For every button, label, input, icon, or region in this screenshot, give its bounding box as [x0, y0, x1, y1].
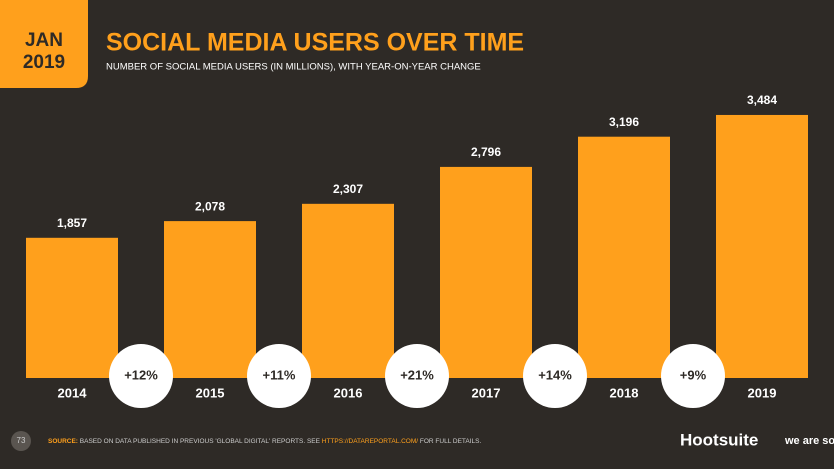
x-tick-label: 2017	[472, 385, 501, 400]
badge-month: JAN	[25, 30, 63, 51]
x-tick-label: 2016	[334, 385, 363, 400]
change-label: +14%	[538, 367, 572, 382]
change-label: +11%	[263, 367, 296, 382]
bar	[716, 114, 808, 378]
change-badge	[109, 344, 173, 408]
source-end: FOR FULL DETAILS.	[420, 438, 482, 445]
brand-was: we are social	[784, 435, 834, 447]
chart-subtitle: NUMBER OF SOCIAL MEDIA USERS (IN MILLION…	[106, 62, 481, 73]
date-badge	[0, 0, 88, 88]
bar	[302, 203, 394, 378]
x-tick-label: 2018	[610, 385, 639, 400]
value-label: 3,196	[609, 115, 639, 129]
change-label: +9%	[680, 367, 707, 382]
change-badge	[661, 344, 725, 408]
source-link: HTTPS://DATAREPORTAL.COM/	[322, 438, 419, 445]
change-label: +21%	[400, 367, 434, 382]
bar	[164, 221, 256, 378]
bar	[440, 166, 532, 378]
source-line: SOURCE: BASED ON DATA PUBLISHED IN PREVI…	[48, 438, 482, 445]
x-tick-label: 2019	[748, 385, 777, 400]
value-label: 3,484	[747, 93, 777, 107]
brand-hootsuite: Hootsuite	[680, 430, 758, 449]
chart-title: SOCIAL MEDIA USERS OVER TIME	[106, 29, 524, 57]
value-label: 2,078	[195, 199, 225, 213]
value-label: 1,857	[57, 216, 87, 230]
bar	[578, 136, 670, 378]
source-text: BASED ON DATA PUBLISHED IN PREVIOUS 'GLO…	[80, 438, 321, 445]
page-number: 73	[17, 436, 26, 445]
badge-year: 2019	[23, 52, 65, 73]
x-tick-label: 2014	[58, 385, 88, 400]
value-label: 2,307	[333, 182, 363, 196]
value-label: 2,796	[471, 145, 501, 159]
source-label: SOURCE:	[48, 438, 78, 445]
bar	[26, 237, 118, 378]
change-badge	[247, 344, 311, 408]
change-label: +12%	[124, 367, 158, 382]
page-badge	[11, 431, 31, 451]
x-tick-label: 2015	[196, 385, 225, 400]
change-badge	[385, 344, 449, 408]
change-badge	[523, 344, 587, 408]
